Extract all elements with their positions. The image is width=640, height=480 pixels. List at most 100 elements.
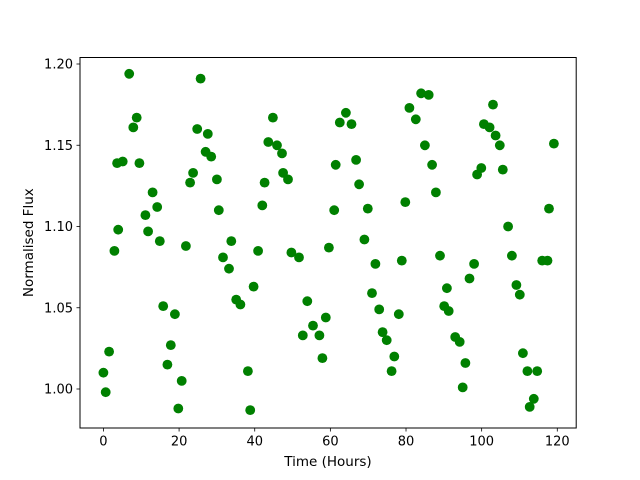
data-point: [386, 366, 397, 376]
data-point: [514, 289, 525, 300]
data-point: [532, 366, 543, 376]
x-tick-label: 20: [171, 435, 188, 450]
data-point: [442, 283, 452, 294]
y-tick-label: 1.20: [44, 58, 73, 73]
data-point: [503, 221, 513, 232]
data-point: [124, 68, 135, 79]
data-point: [302, 296, 313, 307]
data-point: [158, 301, 169, 311]
data-point: [218, 252, 228, 263]
data-point: [248, 281, 259, 292]
data-point: [181, 241, 191, 251]
y-axis-label: Normalised Flux: [21, 188, 37, 297]
y-tick-label: 1.10: [44, 220, 73, 235]
data-point: [297, 330, 308, 341]
data-point: [460, 358, 471, 368]
data-point: [253, 246, 263, 256]
data-point: [389, 351, 400, 362]
data-point: [165, 340, 176, 350]
data-point: [259, 177, 270, 188]
data-point: [488, 99, 498, 110]
data-point: [294, 252, 304, 263]
data-point: [185, 177, 196, 188]
data-point: [224, 263, 234, 274]
data-point: [416, 88, 426, 99]
data-point: [457, 382, 468, 393]
data-point: [396, 255, 407, 266]
data-point: [257, 200, 268, 211]
data-point: [346, 119, 357, 129]
y-tick-label: 1.05: [44, 301, 73, 316]
data-point: [100, 387, 111, 398]
data-point: [134, 158, 145, 169]
data-point: [472, 169, 482, 180]
data-point: [464, 273, 475, 284]
x-tick-label: 100: [469, 435, 494, 450]
data-point: [334, 117, 345, 128]
data-point: [367, 288, 377, 298]
data-point: [528, 393, 539, 404]
data-point: [374, 304, 385, 315]
data-point: [469, 259, 479, 269]
data-point: [524, 402, 535, 412]
data-point: [497, 164, 508, 175]
data-point: [283, 174, 293, 185]
data-point: [152, 202, 163, 212]
x-tick-label: 40: [246, 435, 263, 450]
x-axis-label: Time (Hours): [283, 454, 371, 470]
data-point: [354, 179, 364, 190]
data-point: [351, 155, 361, 165]
data-point: [420, 140, 430, 151]
axes-spines: [79, 57, 577, 429]
data-point: [176, 376, 187, 386]
data-point: [173, 403, 184, 414]
data-points: [98, 68, 559, 415]
data-point: [431, 187, 441, 198]
data-point: [128, 122, 139, 133]
data-point: [192, 124, 203, 134]
data-point: [454, 337, 465, 347]
data-point: [542, 255, 553, 266]
data-point: [329, 205, 340, 216]
data-point: [494, 140, 505, 151]
y-tick-label: 1.00: [44, 383, 73, 398]
data-point: [544, 203, 554, 214]
data-point: [393, 309, 404, 320]
y-tick-label: 1.15: [44, 139, 73, 154]
data-point: [202, 129, 213, 139]
data-point: [277, 148, 287, 159]
x-tick-label: 120: [545, 435, 570, 450]
data-point: [404, 103, 415, 113]
data-point: [104, 346, 114, 357]
data-point: [377, 327, 388, 337]
data-point: [330, 159, 341, 170]
y-axis-ticks: 1.00 1.05 1.10 1.15 1.20: [44, 58, 80, 398]
data-point: [435, 250, 445, 261]
data-point: [188, 168, 199, 178]
data-point: [314, 330, 325, 341]
data-point: [410, 114, 421, 125]
data-point: [490, 130, 501, 141]
data-point: [226, 236, 237, 247]
data-point: [317, 353, 328, 363]
data-point: [109, 246, 120, 256]
data-point: [549, 138, 559, 149]
data-point: [400, 197, 411, 208]
x-axis-ticks: 0 20 40 60 80 100 120: [99, 428, 570, 450]
data-point: [359, 234, 370, 245]
data-point: [143, 226, 154, 237]
data-point: [381, 335, 392, 346]
x-tick-label: 60: [322, 435, 339, 450]
data-point: [484, 122, 495, 133]
data-point: [245, 405, 256, 415]
data-point: [341, 107, 351, 118]
data-point: [140, 210, 151, 221]
data-point: [98, 367, 109, 378]
data-point: [213, 205, 224, 216]
data-point: [320, 312, 331, 323]
data-point: [427, 159, 437, 170]
data-point: [170, 309, 180, 320]
data-point: [243, 366, 253, 376]
